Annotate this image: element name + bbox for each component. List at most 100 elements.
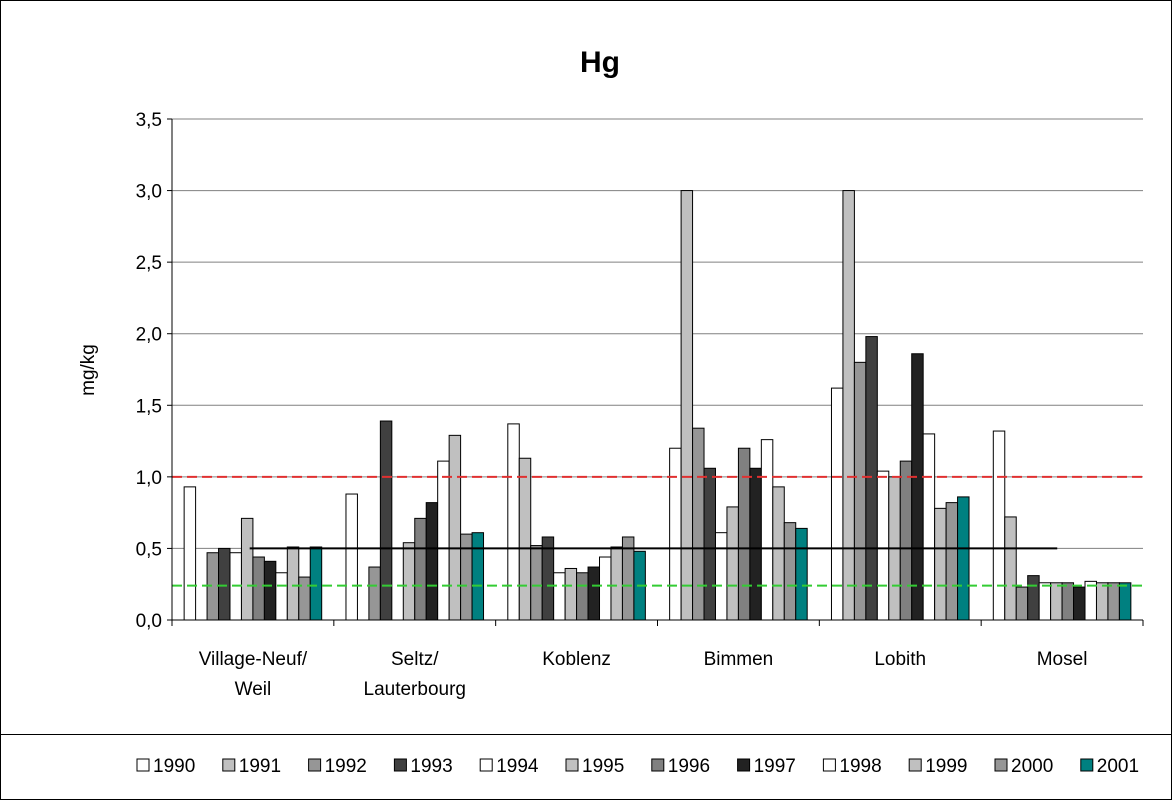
bar — [553, 572, 566, 621]
bar — [298, 576, 311, 621]
legend-label: 1992 — [325, 756, 367, 777]
legend-swatch — [136, 758, 150, 772]
legend-label: 1994 — [496, 756, 539, 777]
legend-swatch — [479, 758, 493, 772]
bar — [1061, 582, 1075, 621]
legend-swatch — [737, 758, 751, 772]
bar — [783, 522, 797, 621]
y-tick-label: 1,0 — [136, 468, 162, 489]
bar — [957, 496, 970, 621]
bar — [530, 545, 543, 621]
y-tick-label: 0,0 — [136, 611, 162, 632]
bar — [240, 517, 254, 621]
legend-swatch — [822, 758, 836, 772]
bar — [345, 493, 358, 621]
legend-label: 1997 — [754, 756, 796, 777]
bar — [1015, 586, 1029, 621]
bar — [1084, 580, 1097, 621]
bar — [402, 542, 416, 621]
bar — [218, 547, 231, 621]
bar — [795, 527, 808, 621]
bar — [899, 460, 913, 621]
y-tick-label: 2,5 — [136, 253, 162, 274]
bar — [437, 460, 450, 621]
bar — [1050, 582, 1063, 621]
legend-swatch — [393, 758, 407, 772]
legend-label: 2000 — [1011, 756, 1053, 777]
bar — [541, 536, 555, 621]
bar — [726, 506, 739, 621]
bar — [448, 434, 462, 621]
bar — [263, 560, 277, 621]
bar — [911, 353, 924, 621]
y-axis-label: mg/kg — [78, 344, 99, 396]
bar — [992, 430, 1006, 621]
legend-swatch — [565, 758, 579, 772]
x-tick-label: Lobith — [874, 649, 926, 670]
legend-swatch — [1080, 758, 1094, 772]
bar — [876, 470, 890, 621]
bar — [1027, 575, 1040, 621]
x-tick-label: Bimmen — [704, 649, 774, 670]
bar — [252, 556, 265, 621]
bar — [772, 486, 785, 621]
bar — [1004, 516, 1017, 621]
bar — [945, 502, 959, 621]
bar — [275, 572, 288, 621]
legend-label: 2001 — [1097, 756, 1139, 777]
bar — [368, 566, 381, 621]
bar — [865, 336, 878, 621]
legend-swatch — [222, 758, 236, 772]
legend-label: 1996 — [668, 756, 710, 777]
y-tick-label: 0,5 — [136, 539, 162, 560]
bar — [183, 486, 197, 621]
legend-label: 1993 — [410, 756, 452, 777]
legend-swatch — [308, 758, 322, 772]
x-tick-label: Koblenz — [542, 649, 611, 670]
bar — [471, 532, 485, 621]
bar — [669, 447, 682, 621]
bar — [1095, 582, 1109, 621]
legend-label: 1999 — [925, 756, 967, 777]
legend-label: 1991 — [239, 756, 281, 777]
bar — [1073, 586, 1086, 621]
legend-swatch — [908, 758, 922, 772]
legend-label: 1998 — [839, 756, 881, 777]
bar — [714, 532, 728, 621]
legend-swatch — [994, 758, 1008, 772]
y-tick-label: 2,0 — [136, 325, 162, 346]
bar — [1038, 582, 1052, 621]
x-tick-label: Village-Neuf/Weil — [199, 649, 308, 700]
legend-label: 1990 — [153, 756, 195, 777]
bar — [460, 533, 473, 621]
bar — [1118, 582, 1132, 621]
bar — [518, 457, 532, 621]
bar — [749, 467, 762, 621]
bar — [610, 546, 623, 621]
x-tick-label: Seltz/Lauterbourg — [364, 649, 466, 700]
bar — [414, 517, 427, 621]
bar — [309, 546, 323, 621]
bar — [842, 190, 855, 621]
bar — [507, 423, 520, 621]
bar — [587, 566, 601, 621]
bar — [692, 427, 705, 621]
bar — [599, 556, 612, 621]
x-tick-label: Mosel — [1037, 649, 1088, 670]
legend-label: 1995 — [582, 756, 624, 777]
chart-title: Hg — [580, 46, 620, 79]
bar — [922, 433, 936, 621]
y-tick-label: 1,5 — [136, 396, 162, 417]
bar — [760, 439, 774, 621]
bar — [934, 507, 947, 621]
bar — [737, 447, 751, 621]
bar — [1107, 582, 1120, 621]
bar — [379, 420, 393, 621]
y-tick-label: 3,0 — [136, 182, 162, 203]
bar — [425, 502, 439, 621]
bar — [576, 572, 589, 621]
bar — [564, 567, 578, 621]
y-tick-label: 3,5 — [136, 110, 162, 131]
bar — [286, 546, 300, 621]
